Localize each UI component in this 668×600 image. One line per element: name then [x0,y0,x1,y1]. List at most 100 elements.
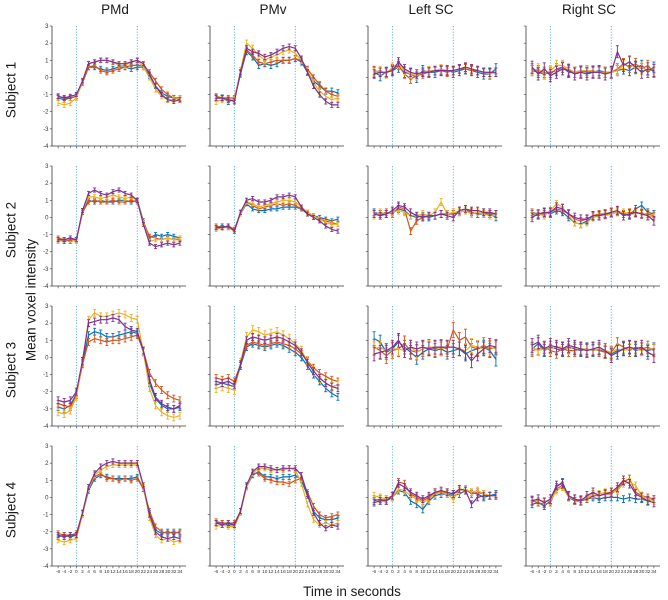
row-label-subject-4: Subject 4 [3,481,19,539]
svg-text:2: 2 [45,181,49,187]
subplot-subject1-right-sc [523,25,660,149]
svg-text:16: 16 [280,569,286,575]
svg-text:12: 12 [584,569,590,575]
svg-text:4: 4 [87,569,90,575]
svg-text:16: 16 [596,569,602,575]
svg-text:26: 26 [153,569,159,575]
svg-text:34: 34 [177,569,183,575]
row-subject-3: Subject 3 -4 -3 -2 -1 0 1 2 3 [0,300,668,440]
row-subject-1: Subject 1 -4 -3 -2 -1 0 1 2 3 [0,20,668,160]
svg-text:0: 0 [45,495,49,501]
subplot-subject1-pmv [207,25,344,149]
svg-text:1: 1 [45,58,49,64]
svg-text:6: 6 [251,569,254,575]
svg-text:18: 18 [445,569,451,575]
svg-text:10: 10 [262,569,268,575]
svg-text:8: 8 [415,569,418,575]
svg-text:-2: -2 [542,569,547,575]
subplot-subject4-pmd: -6 -4 -2 0 2 4 6 8 10 12 14 16 18 20 22 24 26 28 30 32 34-4-… [43,444,186,575]
svg-text:6: 6 [567,569,570,575]
svg-text:6: 6 [93,569,96,575]
svg-text:32: 32 [329,569,335,575]
svg-text:18: 18 [287,569,293,575]
x-axis-label: Time in seconds [303,584,401,599]
svg-text:4: 4 [403,569,406,575]
svg-text:20: 20 [451,569,457,575]
svg-text:6: 6 [409,569,412,575]
svg-text:10: 10 [104,569,110,575]
svg-text:20: 20 [135,569,141,575]
svg-text:-4: -4 [62,569,67,575]
svg-text:3: 3 [45,444,49,450]
svg-text:3: 3 [45,304,49,310]
svg-text:-4: -4 [536,569,541,575]
column-title-left-sc: Left SC [408,2,454,17]
svg-text:26: 26 [627,569,633,575]
svg-text:-2: -2 [384,569,389,575]
svg-text:22: 22 [141,569,147,575]
column-titles: PMd PMv Left SC Right SC [36,1,668,19]
svg-text:-2: -2 [43,390,49,396]
row-label-subject-2: Subject 2 [3,201,19,259]
svg-text:0: 0 [45,75,49,81]
svg-text:16: 16 [438,569,444,575]
subplot-subject3-right-sc [523,305,660,429]
svg-text:16: 16 [122,569,128,575]
svg-text:24: 24 [305,569,311,575]
svg-text:24: 24 [147,569,153,575]
svg-text:32: 32 [171,569,177,575]
svg-text:2: 2 [555,569,558,575]
svg-text:-3: -3 [43,407,49,413]
svg-text:8: 8 [99,569,102,575]
svg-text:-2: -2 [43,250,49,256]
svg-text:8: 8 [257,569,260,575]
svg-text:8: 8 [573,569,576,575]
svg-text:24: 24 [621,569,627,575]
svg-text:2: 2 [81,569,84,575]
svg-text:28: 28 [475,569,481,575]
svg-text:1: 1 [45,198,49,204]
svg-text:2: 2 [45,41,49,47]
svg-text:34: 34 [493,569,499,575]
svg-text:0: 0 [233,569,236,575]
svg-text:0: 0 [45,215,49,221]
row-subject-4: Subject 4 -6 -4 -2 0 2 4 6 8 10 12 14 16 18 20 22 24 26 2… [0,440,668,580]
subplot-subject4-pmv: -6 -4 -2 0 2 4 6 8 10 12 14 16 18 20 22 24 26 28 30 32 34 [207,445,344,575]
svg-text:10: 10 [420,569,426,575]
svg-text:-2: -2 [43,110,49,116]
row-subject-2: Subject 2 -4 -3 -2 -1 0 1 2 3 [0,160,668,300]
svg-text:-1: -1 [43,233,49,239]
svg-text:-3: -3 [43,547,49,553]
svg-text:30: 30 [323,569,329,575]
subplot-subject2-pmv [207,165,344,289]
svg-text:-6: -6 [530,569,535,575]
plot-grid: Subject 1 -4 -3 -2 -1 0 1 2 3 Subject 2 -4 -3 -2-… [0,20,668,580]
svg-text:2: 2 [45,321,49,327]
svg-text:-4: -4 [378,569,383,575]
svg-text:28: 28 [633,569,639,575]
svg-text:-4: -4 [43,424,49,430]
svg-text:34: 34 [651,569,657,575]
svg-text:18: 18 [603,569,609,575]
svg-text:-1: -1 [43,93,49,99]
svg-text:20: 20 [293,569,299,575]
svg-text:-2: -2 [43,530,49,536]
svg-text:-6: -6 [56,569,61,575]
svg-text:14: 14 [274,569,280,575]
subplot-subject1-pmd: -4 -3 -2 -1 0 1 2 3 [43,24,186,150]
subplot-subject1-left-sc [365,25,502,149]
subplot-subject2-right-sc [523,165,660,289]
svg-text:34: 34 [335,569,341,575]
svg-text:0: 0 [75,569,78,575]
subplot-subject4-left-sc: -6 -4 -2 0 2 4 6 8 10 12 14 16 18 20 22 24 26 28 30 32 34 [365,445,502,575]
svg-text:1: 1 [45,478,49,484]
svg-text:3: 3 [45,164,49,170]
svg-text:-4: -4 [43,144,49,150]
svg-text:18: 18 [129,569,135,575]
svg-text:-1: -1 [43,373,49,379]
svg-text:2: 2 [397,569,400,575]
svg-text:-4: -4 [43,284,49,290]
subplot-subject2-pmd: -4 -3 -2 -1 0 1 2 3 [43,164,186,290]
svg-text:30: 30 [639,569,645,575]
